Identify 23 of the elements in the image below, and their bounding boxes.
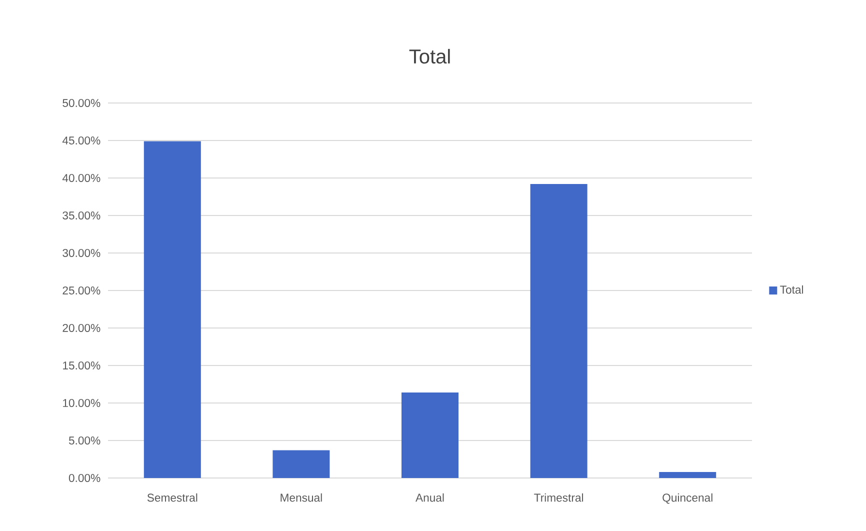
y-tick-label: 20.00% [62, 324, 100, 332]
x-tick-label: Mensual [280, 493, 322, 502]
y-tick-label: 25.00% [62, 286, 100, 294]
y-tick-label: 30.00% [62, 248, 100, 257]
x-tick-label: Semestral [147, 493, 198, 502]
bar [144, 141, 201, 478]
x-tick-label: Anual [416, 493, 444, 502]
chart-title: Total [409, 48, 450, 64]
y-tick-label: 10.00% [63, 398, 100, 408]
y-tick-label: 35.00% [62, 211, 100, 220]
y-tick-label: 15.00% [63, 361, 100, 370]
bar [659, 472, 716, 478]
bar [530, 184, 588, 478]
y-tick-label: 5.00% [68, 436, 100, 445]
legend-label: Total [780, 285, 804, 294]
x-tick-label: Quincenal [662, 493, 712, 504]
x-tick-label: Trimestral [534, 493, 584, 502]
bar [402, 392, 458, 478]
y-tick-label: 45.00% [62, 136, 100, 144]
y-tick-label: 0.00% [68, 474, 100, 482]
y-tick-label: 50.00% [62, 98, 100, 107]
bar [272, 450, 330, 478]
y-tick-label: 40.00% [62, 174, 100, 182]
